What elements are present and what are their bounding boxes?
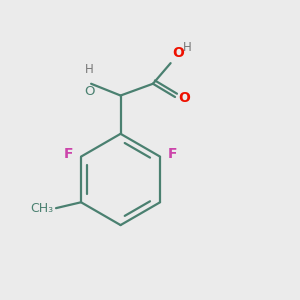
Text: O: O — [84, 85, 95, 98]
Text: CH₃: CH₃ — [30, 202, 53, 215]
Text: H: H — [182, 41, 191, 54]
Text: F: F — [64, 147, 74, 161]
Text: O: O — [172, 46, 184, 60]
Text: H: H — [85, 63, 94, 76]
Text: F: F — [167, 147, 177, 161]
Text: O: O — [178, 92, 190, 106]
